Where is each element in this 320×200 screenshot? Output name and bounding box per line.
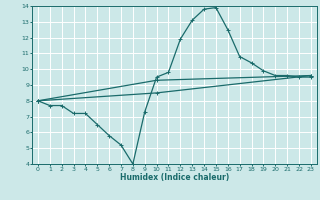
X-axis label: Humidex (Indice chaleur): Humidex (Indice chaleur) xyxy=(120,173,229,182)
